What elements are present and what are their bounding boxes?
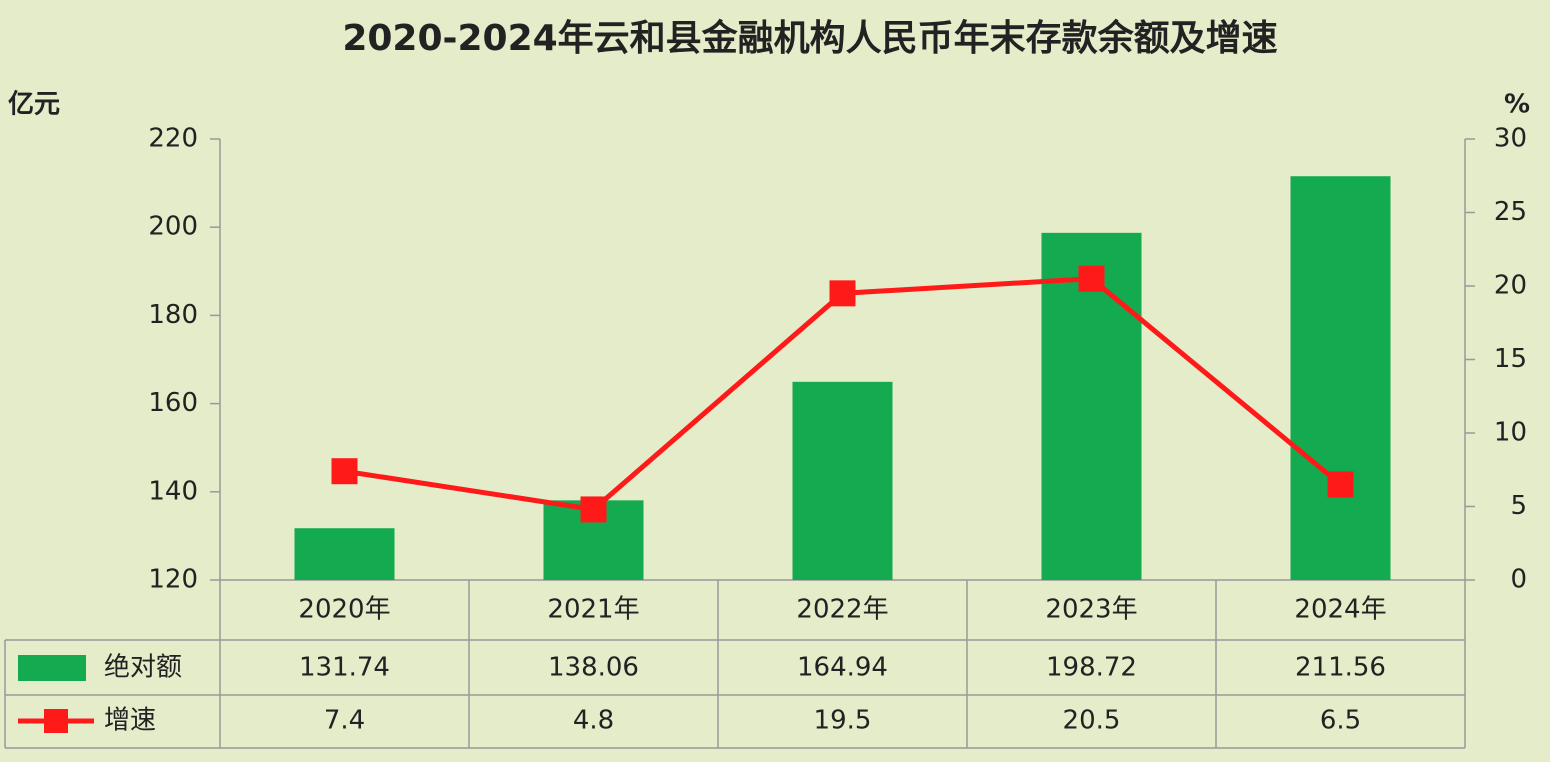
bar (1290, 176, 1391, 580)
table-value: 6.5 (1320, 706, 1361, 736)
legend-swatch (18, 655, 86, 681)
y2-tick-label: 30 (1494, 124, 1527, 154)
legend-marker (44, 709, 68, 733)
table-value: 164.94 (797, 653, 888, 683)
marker (1327, 471, 1354, 498)
y2-tick-label: 25 (1494, 197, 1527, 227)
table-value: 198.72 (1046, 653, 1137, 683)
x-tick-label: 2020年 (298, 595, 390, 625)
x-tick-label: 2022年 (796, 595, 888, 625)
y-tick-label: 180 (148, 300, 198, 330)
y-tick-label: 140 (148, 476, 198, 506)
y2-tick-label: 0 (1510, 565, 1527, 595)
y2-tick-label: 20 (1494, 271, 1527, 301)
table-value: 19.5 (814, 706, 872, 736)
y-axis-label: 亿元 (8, 90, 60, 120)
marker (331, 458, 358, 485)
table-value: 4.8 (573, 706, 614, 736)
y2-tick-label: 10 (1494, 418, 1527, 448)
marker (580, 496, 607, 523)
x-tick-label: 2023年 (1045, 595, 1137, 625)
table-value: 7.4 (324, 706, 365, 736)
table-value: 211.56 (1295, 653, 1386, 683)
y-tick-label: 120 (148, 565, 198, 595)
table-value: 138.06 (548, 653, 639, 683)
x-tick-label: 2024年 (1294, 595, 1386, 625)
marker (1078, 265, 1105, 292)
table-value: 20.5 (1063, 706, 1121, 736)
bar (792, 381, 893, 580)
y-tick-label: 200 (148, 212, 198, 242)
bar (294, 528, 395, 580)
y2-axis-label: % (1504, 90, 1530, 120)
legend-label: 绝对额 (104, 653, 182, 683)
x-tick-label: 2021年 (547, 595, 639, 625)
chart-title: 2020-2024年云和县金融机构人民币年末存款余额及增速 (342, 17, 1277, 59)
y-tick-label: 220 (148, 124, 198, 154)
y2-tick-label: 15 (1494, 344, 1527, 374)
table-value: 131.74 (299, 653, 390, 683)
y2-tick-label: 5 (1510, 491, 1527, 521)
legend-label: 增速 (104, 706, 156, 736)
marker (829, 280, 856, 307)
y-tick-label: 160 (148, 388, 198, 418)
